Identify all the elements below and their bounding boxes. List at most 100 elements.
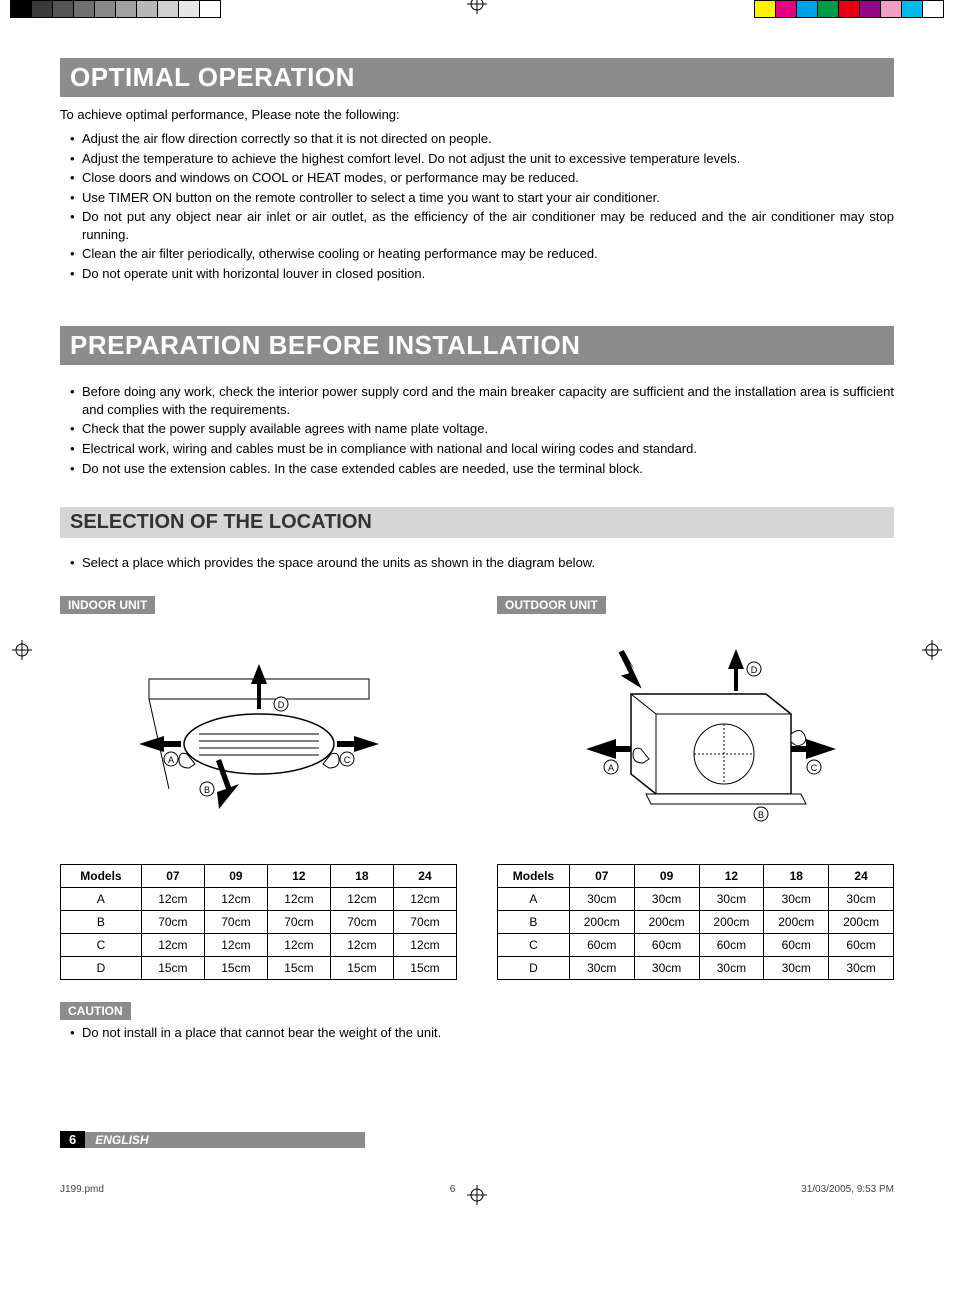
swatch (116, 0, 137, 18)
table-cell: 60cm (764, 933, 829, 956)
table-cell: 12cm (204, 933, 267, 956)
table-row: B70cm70cm70cm70cm70cm (61, 910, 457, 933)
table-cell: C (61, 933, 142, 956)
table-cell: 30cm (634, 887, 699, 910)
table-header: 09 (204, 864, 267, 887)
table-cell: 60cm (699, 933, 764, 956)
indoor-spec-table: Models0709121824A12cm12cm12cm12cm12cmB70… (60, 864, 457, 980)
table-header: 24 (393, 864, 456, 887)
table-cell: 15cm (141, 956, 204, 979)
table-cell: 200cm (699, 910, 764, 933)
svg-text:D: D (750, 665, 757, 675)
document-page: OPTIMAL OPERATION To achieve optimal per… (0, 28, 954, 1225)
svg-text:A: A (167, 755, 173, 765)
table-cell: 15cm (267, 956, 330, 979)
table-cell: 12cm (141, 933, 204, 956)
registration-mark-icon (467, 0, 487, 19)
swatch (881, 0, 902, 18)
list-item: Clean the air filter periodically, other… (70, 245, 894, 263)
list-item: Do not operate unit with horizontal louv… (70, 265, 894, 283)
swatch (179, 0, 200, 18)
table-cell: 70cm (393, 910, 456, 933)
table-cell: B (61, 910, 142, 933)
table-row: A30cm30cm30cm30cm30cm (498, 887, 894, 910)
table-cell: 30cm (764, 956, 829, 979)
print-registration-top (0, 0, 954, 18)
swatch (32, 0, 53, 18)
table-cell: 12cm (330, 933, 393, 956)
swatch (95, 0, 116, 18)
list-item: Adjust the air flow direction correctly … (70, 130, 894, 148)
table-cell: 200cm (634, 910, 699, 933)
subsection-title-location: SELECTION OF THE LOCATION (60, 507, 894, 538)
swatch (860, 0, 881, 18)
table-cell: 15cm (330, 956, 393, 979)
list-item: Close doors and windows on COOL or HEAT … (70, 169, 894, 187)
svg-text:C: C (810, 763, 817, 773)
table-row: D15cm15cm15cm15cm15cm (61, 956, 457, 979)
list-item: Adjust the temperature to achieve the hi… (70, 150, 894, 168)
svg-text:B: B (203, 785, 209, 795)
svg-text:A: A (607, 763, 613, 773)
list-item: Select a place which provides the space … (70, 554, 894, 572)
swatch (923, 0, 944, 18)
table-cell: 30cm (764, 887, 829, 910)
caution-label: CAUTION (60, 1002, 131, 1020)
table-cell: 70cm (267, 910, 330, 933)
table-row: C12cm12cm12cm12cm12cm (61, 933, 457, 956)
swatch (839, 0, 860, 18)
list-item: Do not install in a place that cannot be… (70, 1024, 894, 1042)
list-item: Use TIMER ON button on the remote contro… (70, 189, 894, 207)
table-cell: 12cm (393, 887, 456, 910)
svg-text:D: D (277, 700, 284, 710)
table-cell: 15cm (204, 956, 267, 979)
registration-mark-icon (12, 640, 32, 665)
footer-sheet: 6 (450, 1184, 456, 1195)
swatch (754, 0, 776, 18)
swatch (10, 0, 32, 18)
table-cell: 30cm (829, 956, 894, 979)
table-cell: A (61, 887, 142, 910)
table-cell: 15cm (393, 956, 456, 979)
table-cell: 70cm (330, 910, 393, 933)
table-cell: B (498, 910, 570, 933)
list-item: Do not use the extension cables. In the … (70, 460, 894, 478)
table-cell: D (61, 956, 142, 979)
table-header: 12 (699, 864, 764, 887)
table-cell: 70cm (141, 910, 204, 933)
table-header: Models (61, 864, 142, 887)
indoor-label: INDOOR UNIT (60, 596, 155, 614)
registration-mark-icon (922, 640, 942, 665)
outdoor-unit-column: OUTDOOR UNIT (497, 596, 894, 980)
bullet-list-preparation: Before doing any work, check the interio… (60, 383, 894, 477)
units-row: INDOOR UNIT A B (60, 596, 894, 980)
intro-text: To achieve optimal performance, Please n… (60, 107, 894, 122)
table-header: 18 (764, 864, 829, 887)
table-cell: 30cm (569, 956, 634, 979)
list-item: Before doing any work, check the interio… (70, 383, 894, 418)
table-cell: 12cm (330, 887, 393, 910)
bullet-list-optimal: Adjust the air flow direction correctly … (60, 130, 894, 282)
swatch (137, 0, 158, 18)
swatch (74, 0, 95, 18)
page-footer: 6 ENGLISH J199.pmd 6 31/03/2005, 9:53 PM (60, 1131, 894, 1210)
page-number: 6 (60, 1131, 85, 1148)
table-cell: 70cm (204, 910, 267, 933)
table-row: B200cm200cm200cm200cm200cm (498, 910, 894, 933)
outdoor-unit-diagram: A B C D (497, 634, 894, 844)
table-cell: 60cm (829, 933, 894, 956)
table-cell: 200cm (764, 910, 829, 933)
table-cell: 30cm (569, 887, 634, 910)
language-bar: ENGLISH (85, 1132, 365, 1148)
swatch (902, 0, 923, 18)
table-cell: 200cm (569, 910, 634, 933)
table-header: 07 (141, 864, 204, 887)
list-item: Check that the power supply available ag… (70, 420, 894, 438)
swatch (818, 0, 839, 18)
svg-text:C: C (343, 755, 350, 765)
outdoor-spec-table: Models0709121824A30cm30cm30cm30cm30cmB20… (497, 864, 894, 980)
table-header: 12 (267, 864, 330, 887)
table-cell: 12cm (141, 887, 204, 910)
table-cell: 12cm (393, 933, 456, 956)
color-swatches (754, 0, 944, 18)
